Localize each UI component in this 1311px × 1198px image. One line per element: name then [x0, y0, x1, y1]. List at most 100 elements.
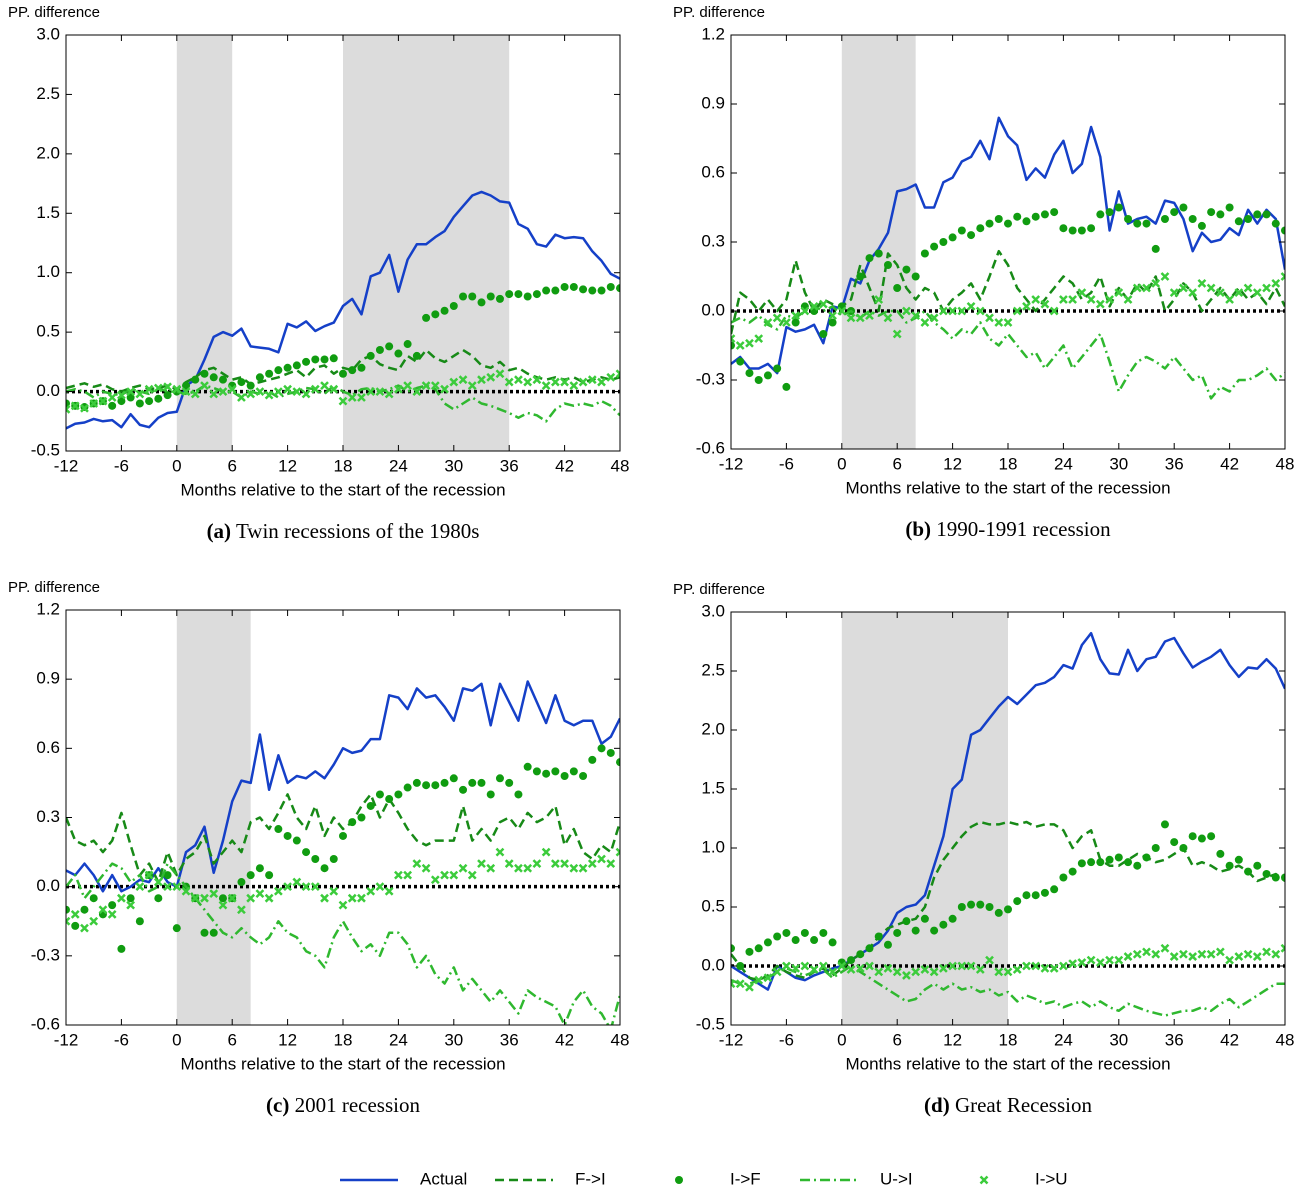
series-dot — [542, 286, 551, 295]
series-cross — [449, 870, 459, 880]
series-dot — [191, 375, 200, 384]
series-cross — [458, 863, 468, 873]
series-dot — [523, 292, 532, 301]
series-cross — [731, 334, 736, 343]
series-cross — [541, 847, 551, 857]
x-tick-label: -12 — [719, 454, 744, 473]
series-cross — [1206, 949, 1216, 959]
series-dot — [883, 940, 892, 949]
series-cross — [514, 375, 523, 385]
series-cross — [800, 306, 810, 316]
x-tick-label: 24 — [1054, 454, 1073, 473]
series-cross — [550, 377, 560, 387]
series-cross — [172, 882, 182, 892]
series-dot — [994, 215, 1003, 223]
series-cross — [837, 961, 847, 971]
series-dot — [505, 778, 514, 787]
series-cross — [467, 870, 477, 880]
series-dot — [1142, 219, 1151, 228]
series-dot — [440, 306, 449, 315]
y-axis-label: PP. difference — [673, 581, 765, 598]
series-dot — [976, 224, 985, 233]
series-dot — [1216, 210, 1225, 219]
x-tick-label: 36 — [500, 456, 519, 475]
series-cross — [218, 387, 228, 396]
series-cross — [948, 306, 957, 316]
series-dot — [163, 871, 172, 880]
series-dot — [579, 285, 588, 294]
series-cross — [975, 965, 985, 974]
series-cross — [1243, 283, 1253, 293]
series-dot — [1031, 891, 1040, 900]
x-tick-label: 36 — [500, 1030, 519, 1049]
series-cross — [846, 313, 856, 323]
series-line — [66, 348, 620, 393]
series-dot — [1050, 208, 1059, 217]
series-dot — [126, 393, 135, 402]
series-dot — [1271, 873, 1280, 882]
series-cross — [347, 893, 357, 903]
series-cross — [1123, 295, 1133, 304]
series-cross — [218, 900, 228, 910]
series-dot — [569, 282, 578, 291]
series-cross — [578, 377, 588, 387]
caption: (b) 1990-1991 recession — [905, 517, 1111, 541]
series-dot — [1077, 859, 1086, 868]
series-cross — [560, 859, 569, 868]
series-cross — [1031, 295, 1041, 304]
series-cross — [1123, 952, 1133, 961]
series-cross — [1049, 963, 1059, 973]
x-tick-label: 30 — [444, 1030, 463, 1049]
series-cross — [1188, 952, 1198, 961]
series-dot — [763, 938, 772, 947]
series-cross — [163, 882, 172, 892]
legend-label: Actual — [420, 1169, 467, 1188]
series-cross — [338, 900, 348, 910]
series-dot — [274, 366, 283, 375]
series-dot — [939, 238, 948, 246]
series-cross — [1206, 283, 1216, 293]
series-cross — [394, 870, 403, 880]
series-dot — [394, 790, 403, 799]
x-tick-label: 0 — [837, 454, 846, 473]
series-dot — [80, 905, 89, 914]
x-tick-label: 30 — [1109, 1030, 1128, 1049]
series-cross — [467, 381, 477, 391]
series-dot — [135, 917, 144, 926]
series-cross — [117, 893, 126, 903]
series-cross — [1252, 288, 1262, 297]
series-cross — [329, 384, 339, 394]
series-cross — [578, 863, 588, 873]
series-line — [731, 631, 1285, 991]
series-dot — [172, 924, 181, 933]
series-cross — [1068, 959, 1078, 969]
y-tick-label: 0.9 — [36, 669, 60, 688]
y-tick-label: 0.5 — [36, 322, 60, 341]
series-dot — [1197, 834, 1206, 843]
series-dot — [117, 944, 126, 953]
x-axis-label: Months relative to the start of the rece… — [180, 1054, 505, 1073]
series-dot — [375, 790, 384, 799]
series-dot — [274, 825, 283, 834]
series-dot — [1124, 858, 1133, 867]
x-axis-label: Months relative to the start of the rece… — [845, 478, 1170, 497]
series-dot — [976, 900, 985, 909]
series-cross — [902, 306, 911, 316]
series-dot — [920, 914, 929, 923]
series-cross — [375, 387, 385, 396]
series-dot — [339, 369, 347, 378]
x-tick-label: 30 — [1109, 454, 1128, 473]
y-tick-label: -0.3 — [696, 369, 725, 388]
series-dot — [1281, 226, 1285, 235]
x-tick-label: -12 — [54, 456, 79, 475]
series-cross — [1197, 949, 1207, 959]
series-dot — [754, 944, 763, 953]
series-dot — [1262, 869, 1271, 878]
series-dot — [874, 932, 883, 941]
series-cross — [1105, 955, 1114, 965]
series-dot — [265, 369, 274, 378]
series-cross — [403, 381, 413, 391]
y-tick-label: 3.0 — [36, 24, 60, 43]
series-dot — [782, 928, 791, 937]
series-dot — [957, 226, 966, 235]
